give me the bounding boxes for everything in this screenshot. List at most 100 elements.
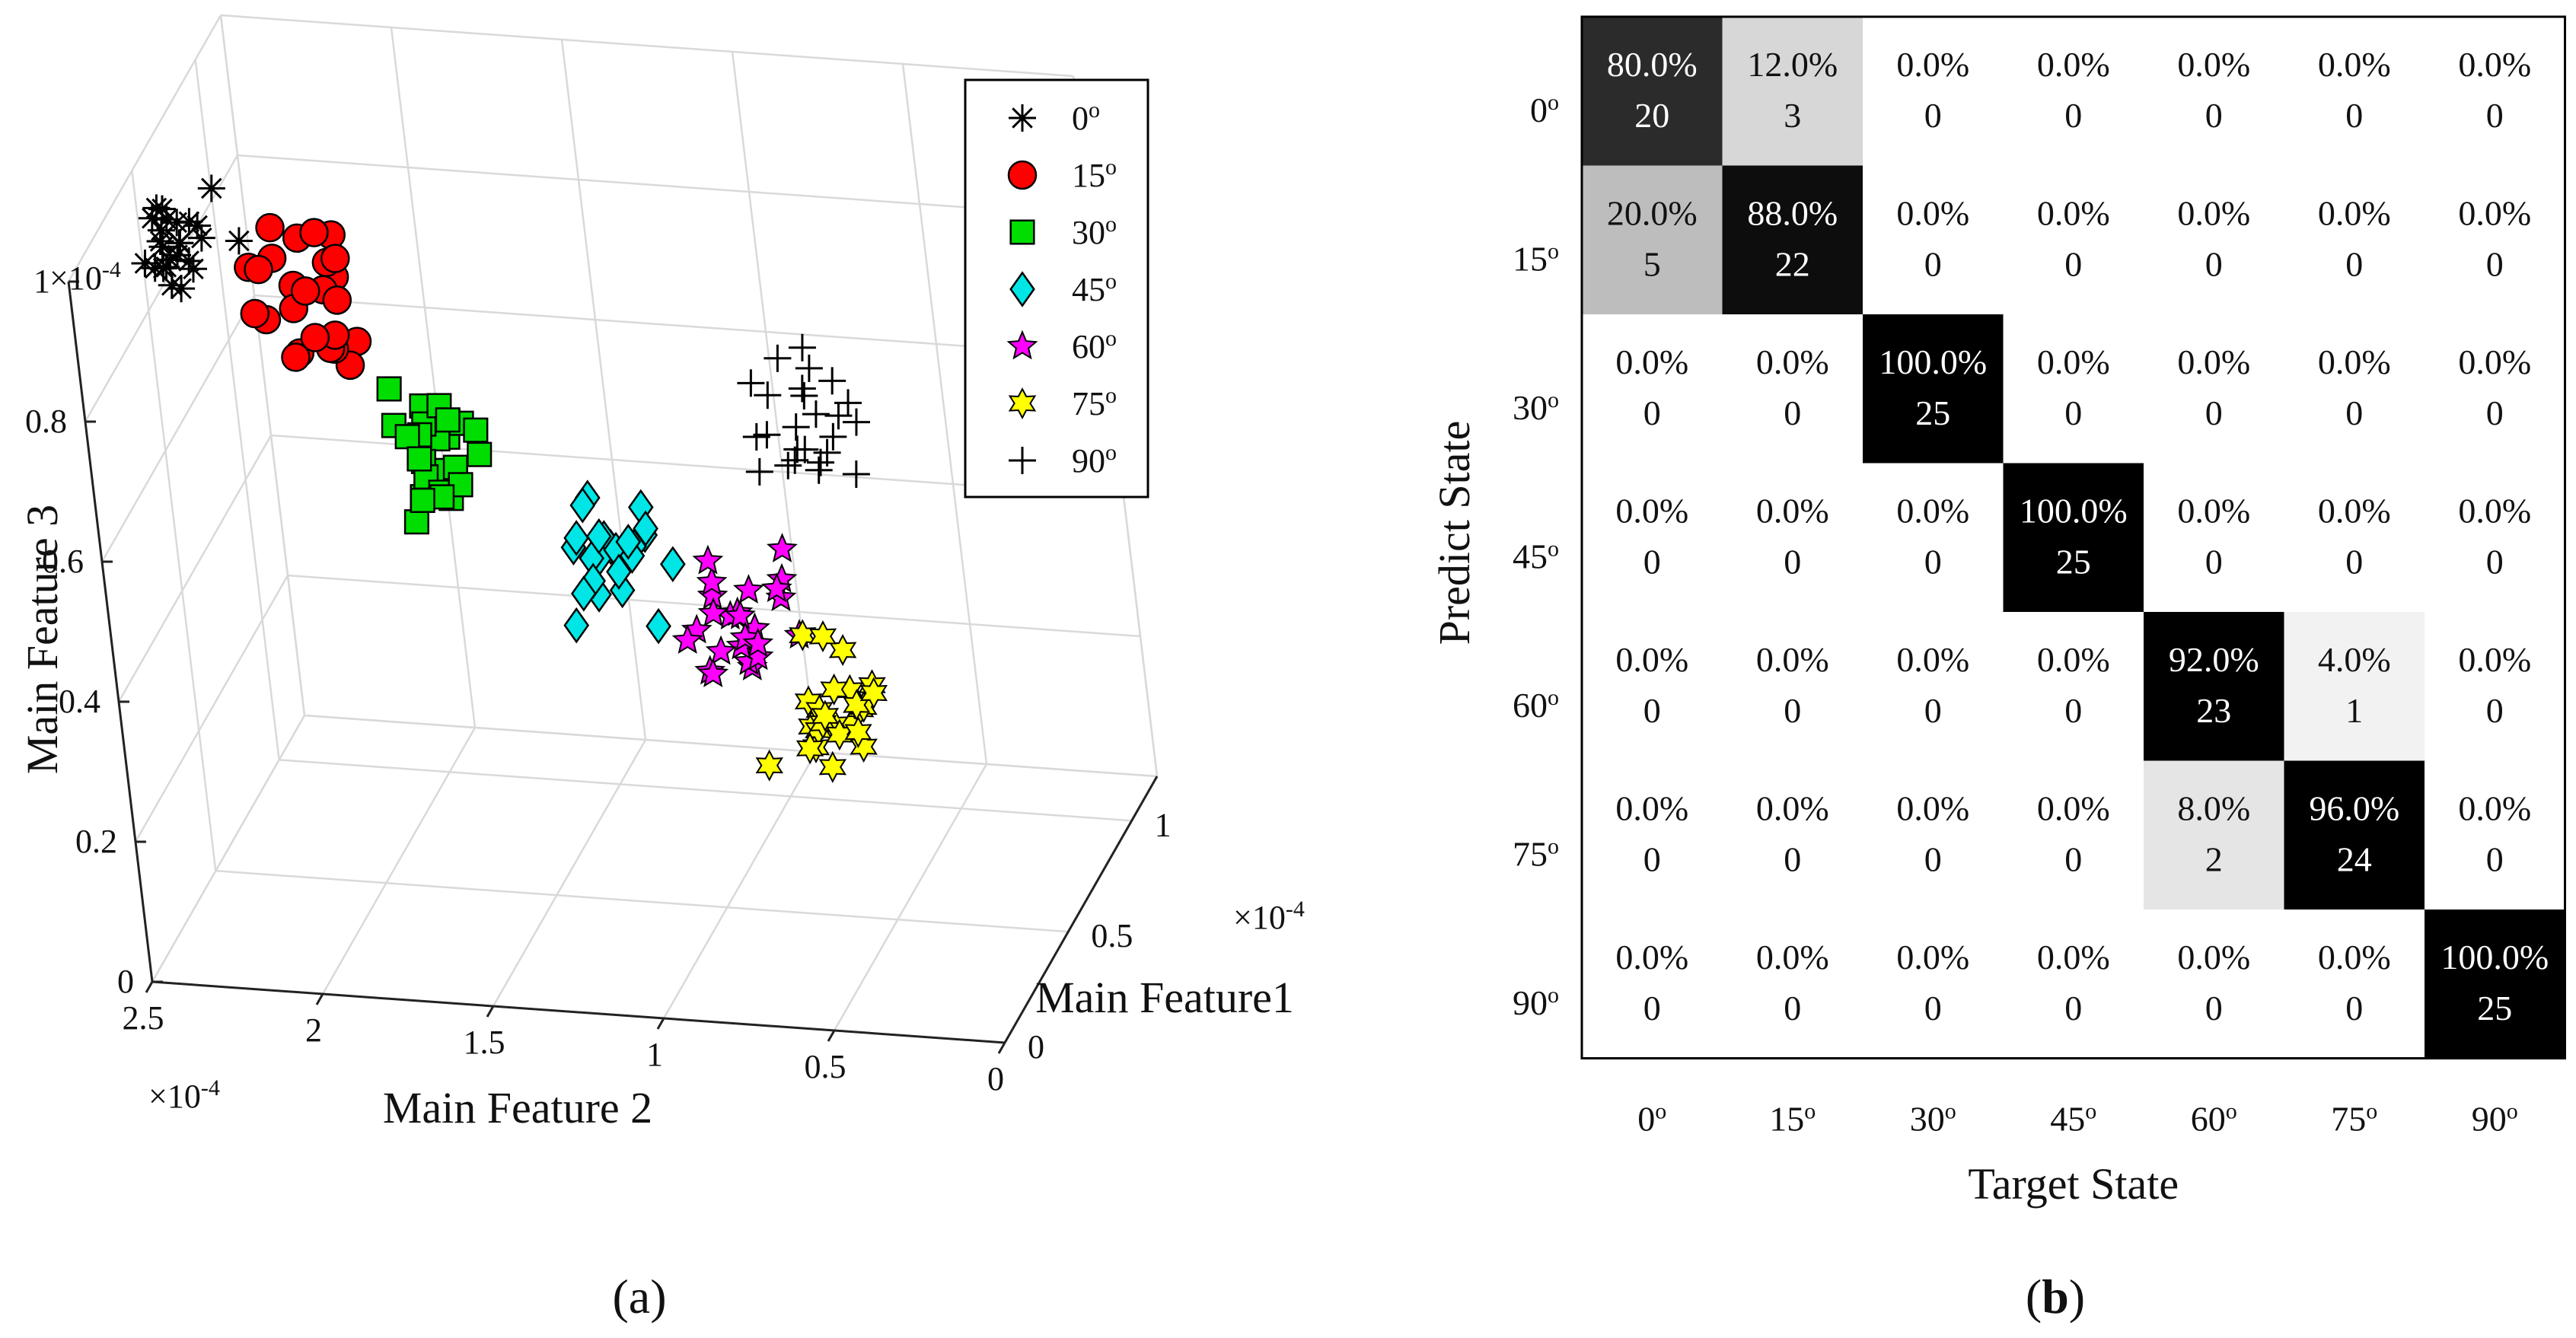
cell-percent: 0.0% [2458,492,2531,530]
scatter-point [615,524,642,560]
cell-background [1722,165,1863,314]
matrix-cell: 0.0% 0 [2144,910,2284,1059]
cell-count: 0 [2486,96,2504,135]
cell-background [2144,910,2284,1059]
cell-background [1582,612,1723,761]
matrix-cell: 0.0% 0 [2284,314,2425,464]
legend-marker [1009,219,1035,245]
scatter-points [131,174,888,783]
axis-y-line [151,980,1006,1044]
y-tick-label: 0o [1530,89,1559,129]
cell-background [1863,165,2004,314]
y-tick-label: 60o [1513,684,1559,725]
legend-item: 90o [1009,440,1117,479]
scatter-point [633,510,658,547]
matrix-cell: 0.0% 0 [2425,612,2565,761]
cell-background [2284,612,2425,761]
cell-percent: 0.0% [1756,789,1829,828]
matrix-cell: 0.0% 0 [2425,165,2565,314]
matrix-cell: 0.0% 0 [2144,314,2284,464]
x-tick-label: 60o [2191,1098,2237,1139]
scatter-point [163,209,191,237]
scatter-point [410,487,435,513]
cell-percent: 0.0% [2037,938,2110,976]
matrix-cell: 0.0% 0 [2144,17,2284,166]
matrix-cell: 88.0% 22 [1722,165,1863,314]
cell-count: 0 [2064,96,2082,135]
grid-line [117,435,273,702]
y-tick-label: 2 [305,1011,322,1049]
scatter-point [820,673,848,706]
cell-background [2425,760,2565,910]
matrix-cell: 20.0% 5 [1582,165,1723,314]
z-tick-label: 0.6 [42,543,84,580]
scatter-point [406,446,432,472]
matrix-cell: 100.0% 25 [1863,314,2004,464]
matrix-cell: 0.0% 0 [2144,165,2284,314]
matrix-cell: 0.0% 0 [1582,910,1723,1059]
y-tick-label: 90o [1513,982,1559,1022]
cell-background [1722,17,1863,166]
matrix-cell: 8.0% 2 [2144,760,2284,910]
scatter-point [394,424,420,450]
matrix-cell: 0.0% 0 [1863,760,2004,910]
legend-marker [1007,160,1038,190]
matrix-cell: 0.0% 0 [1863,165,2004,314]
cell-background [1722,612,1863,761]
scatter-point [255,212,285,243]
x-tick-label: 0.5 [1091,917,1133,954]
series-75 [755,619,888,783]
scatter-point [692,544,724,575]
scatter-point [660,546,686,582]
legend-label: 15o [1072,155,1117,195]
scatter-point [225,227,253,255]
cell-count: 0 [2064,691,2082,730]
x-tick-label: 0 [1028,1028,1044,1066]
grid-line [194,59,280,760]
matrix-cell: 0.0% 0 [1722,463,1863,612]
cell-count: 0 [2205,245,2223,284]
scatter-point [742,627,774,658]
axis-x-line [1003,776,1159,1043]
scatter-point [320,244,350,273]
cell-background [2425,165,2565,314]
cell-count: 0 [1784,989,1801,1027]
cell-percent: 0.0% [2318,45,2391,84]
scatter-point [322,285,352,315]
x-tick-label: 0o [1637,1098,1666,1139]
cell-count: 0 [2064,393,2082,432]
legend-item: 15o [1007,155,1117,195]
scatter-point [563,607,590,644]
tick-mark [315,993,324,1005]
series-30 [376,376,493,535]
cell-count: 0 [1643,691,1661,730]
z-tick-label: 0.4 [59,683,100,720]
scatter-point [764,344,792,372]
scatter-point [859,677,888,709]
matrix-cell: 0.0% 0 [2003,17,2144,166]
scatter-point [745,457,773,486]
cell-count: 23 [2196,691,2231,730]
matrix-cell: 0.0% 0 [2003,314,2144,464]
scatter-point [606,553,632,590]
grid-line [390,27,477,728]
cell-percent: 0.0% [2458,194,2531,233]
cell-count: 0 [1643,989,1661,1027]
cell-background [2284,910,2425,1059]
y-tick-label: 1.5 [464,1024,505,1061]
matrix-cell: 4.0% 1 [2284,612,2425,761]
scatter-point [732,574,764,604]
cell-background [1582,314,1723,464]
cell-background [2284,463,2425,612]
scatter-point [696,565,728,596]
cell-percent: 100.0% [2441,938,2549,976]
cell-percent: 0.0% [1756,640,1829,679]
scatter-point [569,487,596,524]
legend: 0o 15o 30o 45o 60o 75o 90o [964,78,1149,499]
scatter-point [844,715,872,748]
cell-percent: 0.0% [1615,640,1688,679]
z-tick-label: 0.8 [25,403,67,440]
scatter-point [781,446,809,474]
scatter-point [376,376,402,402]
cell-percent: 0.0% [1896,492,1969,530]
